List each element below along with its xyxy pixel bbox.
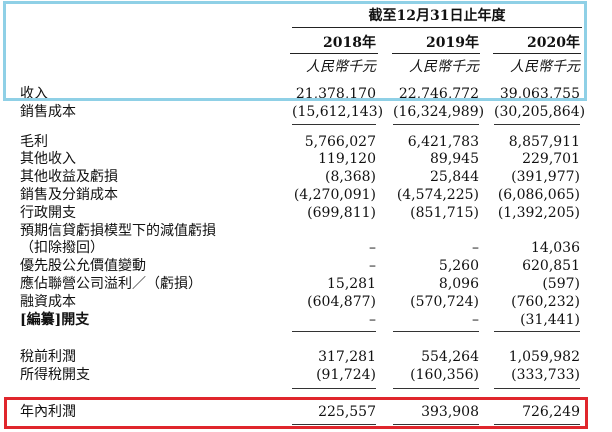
row-label-profit-for-year: 年內利潤 (20, 404, 76, 420)
cell-value: 726,249 (522, 404, 580, 420)
cell-value: (31,441) (520, 312, 580, 328)
cell-value: – (472, 240, 479, 256)
row-label-other-gains-losses: 其他收益及虧損 (20, 169, 118, 185)
cell-value: (4,574,225) (396, 187, 479, 203)
cell-value: (699,811) (307, 205, 376, 221)
total-double-rule (393, 424, 479, 427)
year-header-2018: 2018年 (323, 35, 376, 51)
cell-value: 25,844 (430, 169, 479, 185)
cell-value: 5,766,027 (304, 134, 376, 150)
profit-highlight-box (4, 397, 588, 429)
header-revenue-highlight-box (3, 1, 587, 101)
row-label-net-of-reversal: （扣除撥回） (20, 240, 104, 256)
row-label-other-income: 其他收入 (20, 151, 76, 167)
cell-value: 8,857,911 (508, 134, 580, 150)
cell-value: – (472, 312, 479, 328)
cell-value: 229,701 (522, 151, 580, 167)
cell-value: 5,260 (438, 258, 479, 274)
cell-value: (391,977) (511, 169, 580, 185)
cell-value: 554,264 (421, 349, 479, 365)
cell-value: (15,612,143) (292, 104, 384, 120)
cell-value: (30,205,864) (494, 104, 586, 120)
subtotal-rule (494, 331, 580, 332)
row-label-cost-of-sales: 銷售成本 (20, 104, 76, 120)
cell-value: 225,557 (318, 404, 376, 420)
cell-value: 89,945 (430, 151, 479, 167)
cell-value: 317,281 (318, 349, 376, 365)
subtotal-rule (292, 331, 376, 332)
cell-value: 393,908 (421, 404, 479, 420)
cell-value: (16,324,989) (393, 104, 485, 120)
unit-label: 人民幣千元 (510, 59, 580, 75)
row-label-profit-before-tax: 稅前利潤 (20, 349, 76, 365)
cell-value: (333,733) (511, 367, 580, 383)
cell-value: 14,036 (531, 240, 580, 256)
cell-value: (851,715) (410, 205, 479, 221)
subtotal-rule (393, 124, 479, 125)
unit-label: 人民幣千元 (409, 59, 479, 75)
year-underline (392, 53, 480, 54)
period-header: 截至12月31日止年度 (368, 8, 506, 24)
row-label-selling-distribution: 銷售及分銷成本 (20, 187, 118, 203)
cell-value: 6,421,783 (407, 134, 479, 150)
row-label-finance-costs: 融資成本 (20, 294, 76, 310)
subtotal-rule (292, 124, 376, 125)
cell-value: (570,724) (410, 294, 479, 310)
cell-value: (8,368) (324, 169, 376, 185)
total-double-rule (494, 424, 580, 427)
cell-value: (91,724) (316, 367, 376, 383)
period-underline (292, 27, 582, 28)
cell-value: 15,281 (327, 276, 376, 292)
year-header-2020: 2020年 (527, 35, 580, 51)
cell-value: – (369, 312, 376, 328)
subtotal-rule (494, 388, 580, 389)
cell-value: – (369, 240, 376, 256)
year-header-2019: 2019年 (426, 35, 479, 51)
cell-value: – (369, 258, 376, 274)
cell-value: 8,096 (438, 276, 479, 292)
row-label-ecl-impairment: 預期信貸虧損模型下的減值虧損 (20, 223, 216, 239)
subtotal-rule (494, 124, 580, 125)
row-label-gross-profit: 毛利 (20, 134, 48, 150)
cell-value: (597) (542, 276, 580, 292)
cell-value: 1,059,982 (508, 349, 580, 365)
row-label-listing-expenses: [編纂]開支 (20, 312, 90, 328)
row-label-income-tax: 所得稅開支 (20, 367, 90, 383)
row-label-share-of-associates: 應佔聯營公司溢利／（虧損） (20, 276, 202, 292)
cell-value: (6,086,065) (497, 187, 580, 203)
cell-value: (1,392,205) (497, 205, 580, 221)
year-underline (493, 53, 581, 54)
cell-value: (4,270,091) (293, 187, 376, 203)
subtotal-rule (393, 331, 479, 332)
cell-value: (604,877) (307, 294, 376, 310)
total-double-rule (292, 424, 376, 427)
cell-value: 620,851 (522, 258, 580, 274)
cell-value: 119,120 (318, 151, 376, 167)
cell-value: (760,232) (511, 294, 580, 310)
unit-label: 人民幣千元 (306, 59, 376, 75)
year-underline (290, 53, 378, 54)
subtotal-rule (292, 388, 376, 389)
row-label-admin-expenses: 行政開支 (20, 205, 76, 221)
cell-value: (160,356) (410, 367, 479, 383)
row-label-preferred-shares-fv: 優先股公允價值變動 (20, 258, 146, 274)
subtotal-rule (393, 388, 479, 389)
